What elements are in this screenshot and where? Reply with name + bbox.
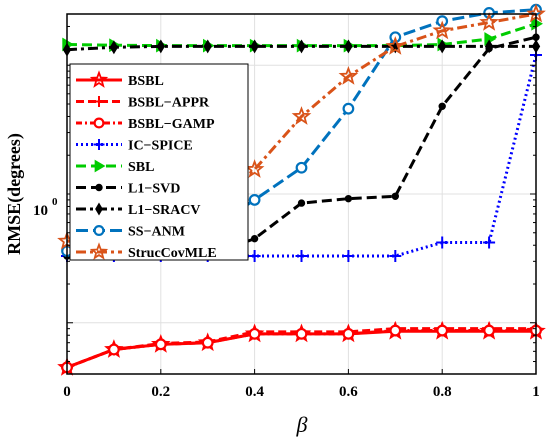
legend-entry: BSBL — [76, 70, 164, 89]
legend-label: BSBL−GAMP — [128, 117, 215, 132]
data-point — [93, 139, 105, 150]
data-point — [438, 102, 446, 110]
legend-label: BSBL−APPR — [128, 96, 210, 111]
series-2 — [61, 324, 542, 374]
data-point — [344, 194, 353, 203]
legend-label: BSBL — [128, 74, 164, 89]
legend-entry: SS−ANM — [76, 225, 185, 240]
data-point — [389, 324, 402, 337]
data-point — [436, 236, 449, 249]
x-tick-label: 0.2 — [151, 384, 170, 400]
x-axis-ticks: 0 0.2 0.4 0.6 0.8 1 — [63, 369, 540, 400]
legend-entry: BSBL−APPR — [76, 96, 210, 111]
data-point — [484, 39, 494, 54]
data-point — [248, 327, 261, 340]
legend-entry: IC−SPICE — [76, 139, 193, 154]
data-point — [344, 39, 353, 54]
legend-label: IC−SPICE — [128, 139, 193, 154]
legend-entry: SBL — [76, 159, 154, 175]
data-point — [432, 20, 453, 40]
legend-label: StrucCovMLE — [128, 246, 217, 261]
data-point — [438, 39, 447, 54]
data-point — [89, 70, 109, 88]
data-point — [483, 236, 496, 249]
data-point — [342, 102, 355, 115]
y-tick-label-exponent: 0 — [52, 196, 58, 208]
data-point — [391, 192, 399, 200]
data-point — [109, 40, 119, 55]
data-point — [107, 343, 120, 356]
data-point — [94, 159, 106, 173]
x-axis-label: β — [296, 412, 308, 437]
data-point — [342, 327, 355, 340]
data-point — [295, 249, 308, 262]
data-point — [295, 327, 308, 340]
data-point — [297, 39, 306, 54]
data-point — [154, 338, 167, 351]
data-point — [156, 39, 165, 54]
legend: BSBL BSBL−APPR BSBL−GAMP IC−SPICE SBL L1−SVD L… — [69, 63, 249, 261]
data-point — [385, 36, 406, 55]
data-point — [95, 202, 103, 216]
data-point — [291, 106, 312, 125]
data-point — [201, 336, 214, 349]
legend-label: L1−SVD — [128, 182, 180, 197]
data-point — [338, 65, 359, 85]
data-point — [250, 234, 259, 243]
data-point — [248, 249, 261, 262]
data-point — [297, 199, 306, 207]
legend-entry: L1−SRACV — [76, 202, 201, 218]
series-6 — [62, 39, 541, 57]
legend-label: SS−ANM — [128, 225, 185, 240]
y-axis-label: RMSE(degrees) — [4, 133, 25, 255]
data-point — [93, 96, 105, 107]
legend-entry: StrucCovMLE — [76, 242, 217, 261]
x-tick-label: 0.4 — [245, 384, 264, 400]
data-point — [244, 159, 265, 178]
data-point — [93, 225, 105, 237]
data-point — [483, 324, 496, 337]
legend-label: SBL — [128, 160, 154, 175]
data-point — [93, 117, 105, 129]
legend-entry: BSBL−GAMP — [76, 117, 215, 132]
data-point — [389, 249, 402, 262]
data-point — [436, 324, 449, 337]
data-point — [95, 183, 103, 192]
legend-label: L1−SRACV — [128, 203, 201, 218]
data-point — [295, 161, 308, 174]
data-point — [248, 193, 261, 206]
data-point — [89, 242, 109, 260]
legend-entry: L1−SVD — [76, 182, 180, 197]
data-point — [342, 249, 355, 262]
data-point — [250, 39, 259, 54]
data-point — [203, 39, 212, 54]
x-tick-label: 1 — [532, 384, 540, 400]
y-tick-label-base: 10 — [33, 203, 48, 219]
x-tick-label: 0 — [63, 384, 71, 400]
x-tick-label: 0.6 — [339, 384, 358, 400]
x-tick-label: 0.8 — [433, 384, 452, 400]
data-point — [479, 12, 499, 31]
